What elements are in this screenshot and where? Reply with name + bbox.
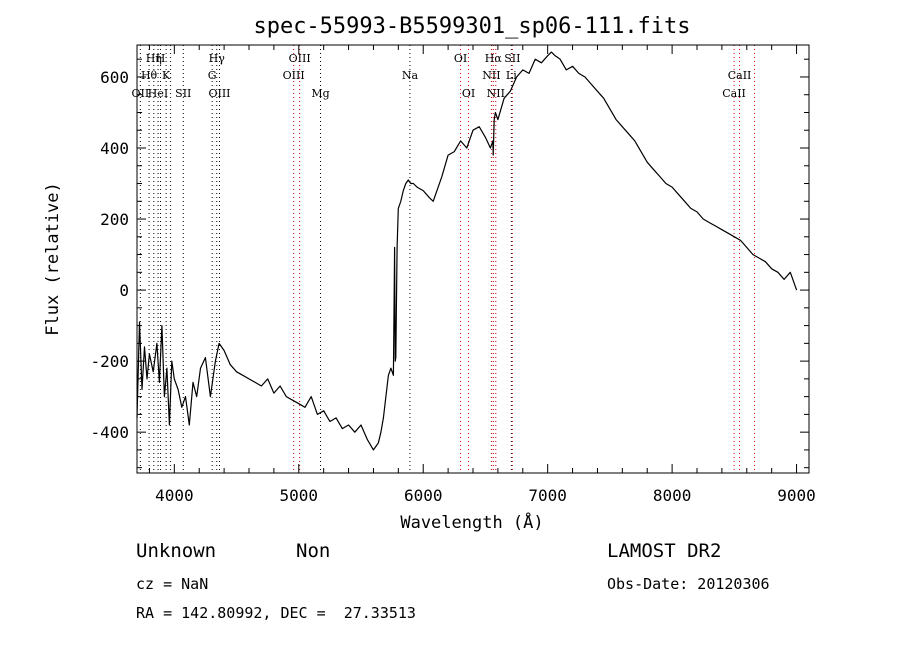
y-axis-label: Flux (relative): [43, 182, 63, 336]
line-label: NII: [482, 69, 500, 82]
spectral-line-markers: [139, 45, 755, 473]
x-tick-label: 8000: [653, 486, 692, 505]
line-label: SII: [175, 87, 191, 100]
line-label: OII: [132, 87, 150, 100]
line-label: Hη: [146, 52, 162, 65]
spectrum-line: [136, 51, 798, 451]
line-label: SII: [504, 52, 520, 65]
line-label: K: [162, 69, 171, 82]
line-label: G: [208, 69, 217, 82]
line-label: OIII: [283, 69, 305, 82]
plot-frame: [136, 44, 810, 474]
y-tick-label: 0: [119, 281, 129, 300]
line-label: OI: [454, 52, 467, 65]
x-tick-label: 7000: [528, 486, 567, 505]
x-tick-label: 6000: [404, 486, 443, 505]
line-label: Hα: [485, 52, 503, 65]
survey-name: LAMOST DR2: [607, 540, 722, 562]
line-labels: OII Hθ Hη HeI HK SII G Hγ OIII OIII OIII Mg Na OI OI NI…: [132, 52, 752, 100]
x-axis-label: Wavelength (Å): [400, 511, 543, 533]
y-tick-label: 200: [100, 210, 129, 229]
axis-ticks: 4000 5000 6000 7000 8000 9000 -400 -200 0 200 400 6…: [90, 45, 816, 505]
chart-title: spec-55993-B5599301_sp06-111.fits: [253, 14, 690, 39]
line-label: OI: [462, 87, 475, 100]
line-label: NII: [487, 87, 505, 100]
line-label: CaII: [722, 87, 746, 100]
redshift-cz: cz = NaN: [136, 575, 209, 593]
line-label: HeI: [148, 87, 168, 100]
y-tick-label: -400: [90, 423, 129, 442]
line-label: H: [156, 52, 166, 65]
y-tick-label: -200: [90, 352, 129, 371]
y-tick-label: 400: [100, 139, 129, 158]
x-tick-label: 9000: [777, 486, 816, 505]
y-tick-label: 600: [100, 68, 129, 87]
line-label: CaII: [728, 69, 752, 82]
line-label: Li: [506, 69, 517, 82]
line-label: Mg: [311, 87, 329, 100]
line-label: Hθ: [141, 69, 158, 82]
line-label: OIII: [208, 87, 230, 100]
coordinates: RA = 142.80992, DEC = 27.33513: [136, 604, 416, 622]
observation-date: Obs-Date: 20120306: [607, 575, 770, 593]
line-label: Na: [402, 69, 419, 82]
x-tick-label: 5000: [280, 486, 319, 505]
spectral-class: Unknown: [136, 540, 217, 562]
line-label: OIII: [289, 52, 311, 65]
line-label: Hγ: [209, 52, 226, 65]
spectral-subclass: Non: [296, 540, 331, 562]
x-tick-label: 4000: [155, 486, 194, 505]
